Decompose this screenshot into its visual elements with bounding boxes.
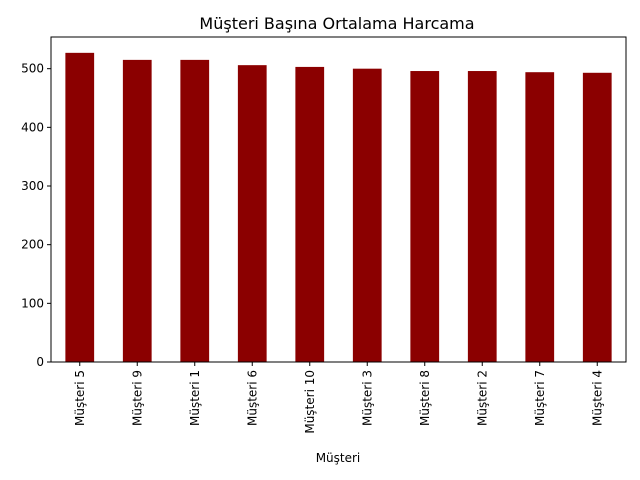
- x-tick-label-7: Müşteri 8: [418, 370, 432, 426]
- x-tick-label-2: Müşteri 9: [130, 370, 144, 426]
- y-tick-label-4: 400: [21, 120, 44, 134]
- bar-7: [410, 71, 440, 362]
- y-axis: 0 100 200 300 400 500: [21, 62, 51, 369]
- y-tick-label-5: 500: [21, 62, 44, 76]
- x-tick-label-5: Müşteri 10: [303, 370, 317, 434]
- x-tick-label-4: Müşteri 6: [245, 370, 259, 426]
- chart-title: Müşteri Başına Ortalama Harcama: [199, 14, 474, 33]
- x-axis: Müşteri 5 Müşteri 9 Müşteri 1 Müşteri 6 Müşt…: [73, 362, 604, 434]
- x-tick-label-8: Müşteri 2: [475, 370, 489, 426]
- bar-10: [582, 72, 612, 362]
- bar-6: [352, 68, 382, 363]
- bar-1: [65, 52, 95, 363]
- bar-3: [180, 59, 210, 362]
- bar-2: [122, 59, 152, 362]
- x-tick-label-9: Müşteri 7: [533, 370, 547, 426]
- x-tick-label-1: Müşteri 5: [73, 370, 87, 426]
- bar-5: [295, 66, 325, 363]
- y-tick-label-1: 100: [21, 296, 44, 310]
- bar-8: [467, 71, 497, 362]
- bar-9: [525, 72, 555, 362]
- y-tick-label-0: 0: [36, 355, 44, 369]
- x-tick-label-3: Müşteri 1: [188, 370, 202, 426]
- bar-4: [237, 65, 267, 362]
- x-tick-label-6: Müşteri 3: [360, 370, 374, 426]
- y-tick-label-2: 200: [21, 238, 44, 252]
- x-tick-label-10: Müşteri 4: [590, 370, 604, 426]
- plot-frame: [50, 36, 627, 363]
- x-axis-label: Müşteri: [316, 451, 361, 465]
- bars-group: [65, 52, 612, 363]
- y-tick-label-3: 300: [21, 179, 44, 193]
